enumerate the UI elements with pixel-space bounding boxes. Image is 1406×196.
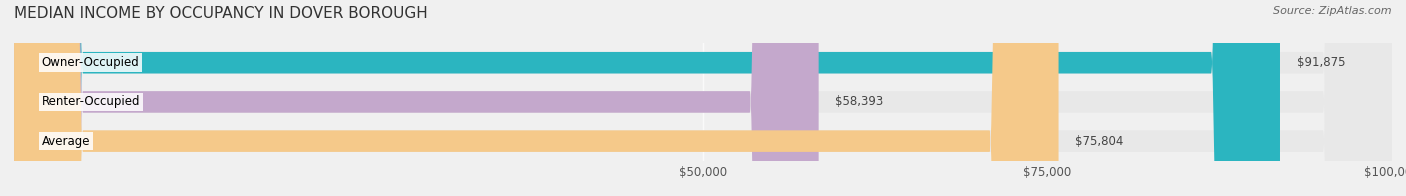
Text: MEDIAN INCOME BY OCCUPANCY IN DOVER BOROUGH: MEDIAN INCOME BY OCCUPANCY IN DOVER BORO… — [14, 6, 427, 21]
Text: Renter-Occupied: Renter-Occupied — [42, 95, 141, 108]
FancyBboxPatch shape — [14, 0, 1059, 196]
Text: $58,393: $58,393 — [835, 95, 883, 108]
FancyBboxPatch shape — [14, 0, 1392, 196]
FancyBboxPatch shape — [14, 0, 1279, 196]
Text: Average: Average — [42, 135, 90, 148]
FancyBboxPatch shape — [14, 0, 1392, 196]
FancyBboxPatch shape — [14, 0, 1392, 196]
Text: Owner-Occupied: Owner-Occupied — [42, 56, 139, 69]
Text: $75,804: $75,804 — [1076, 135, 1123, 148]
Text: Source: ZipAtlas.com: Source: ZipAtlas.com — [1274, 6, 1392, 16]
Text: $91,875: $91,875 — [1296, 56, 1346, 69]
FancyBboxPatch shape — [14, 0, 818, 196]
